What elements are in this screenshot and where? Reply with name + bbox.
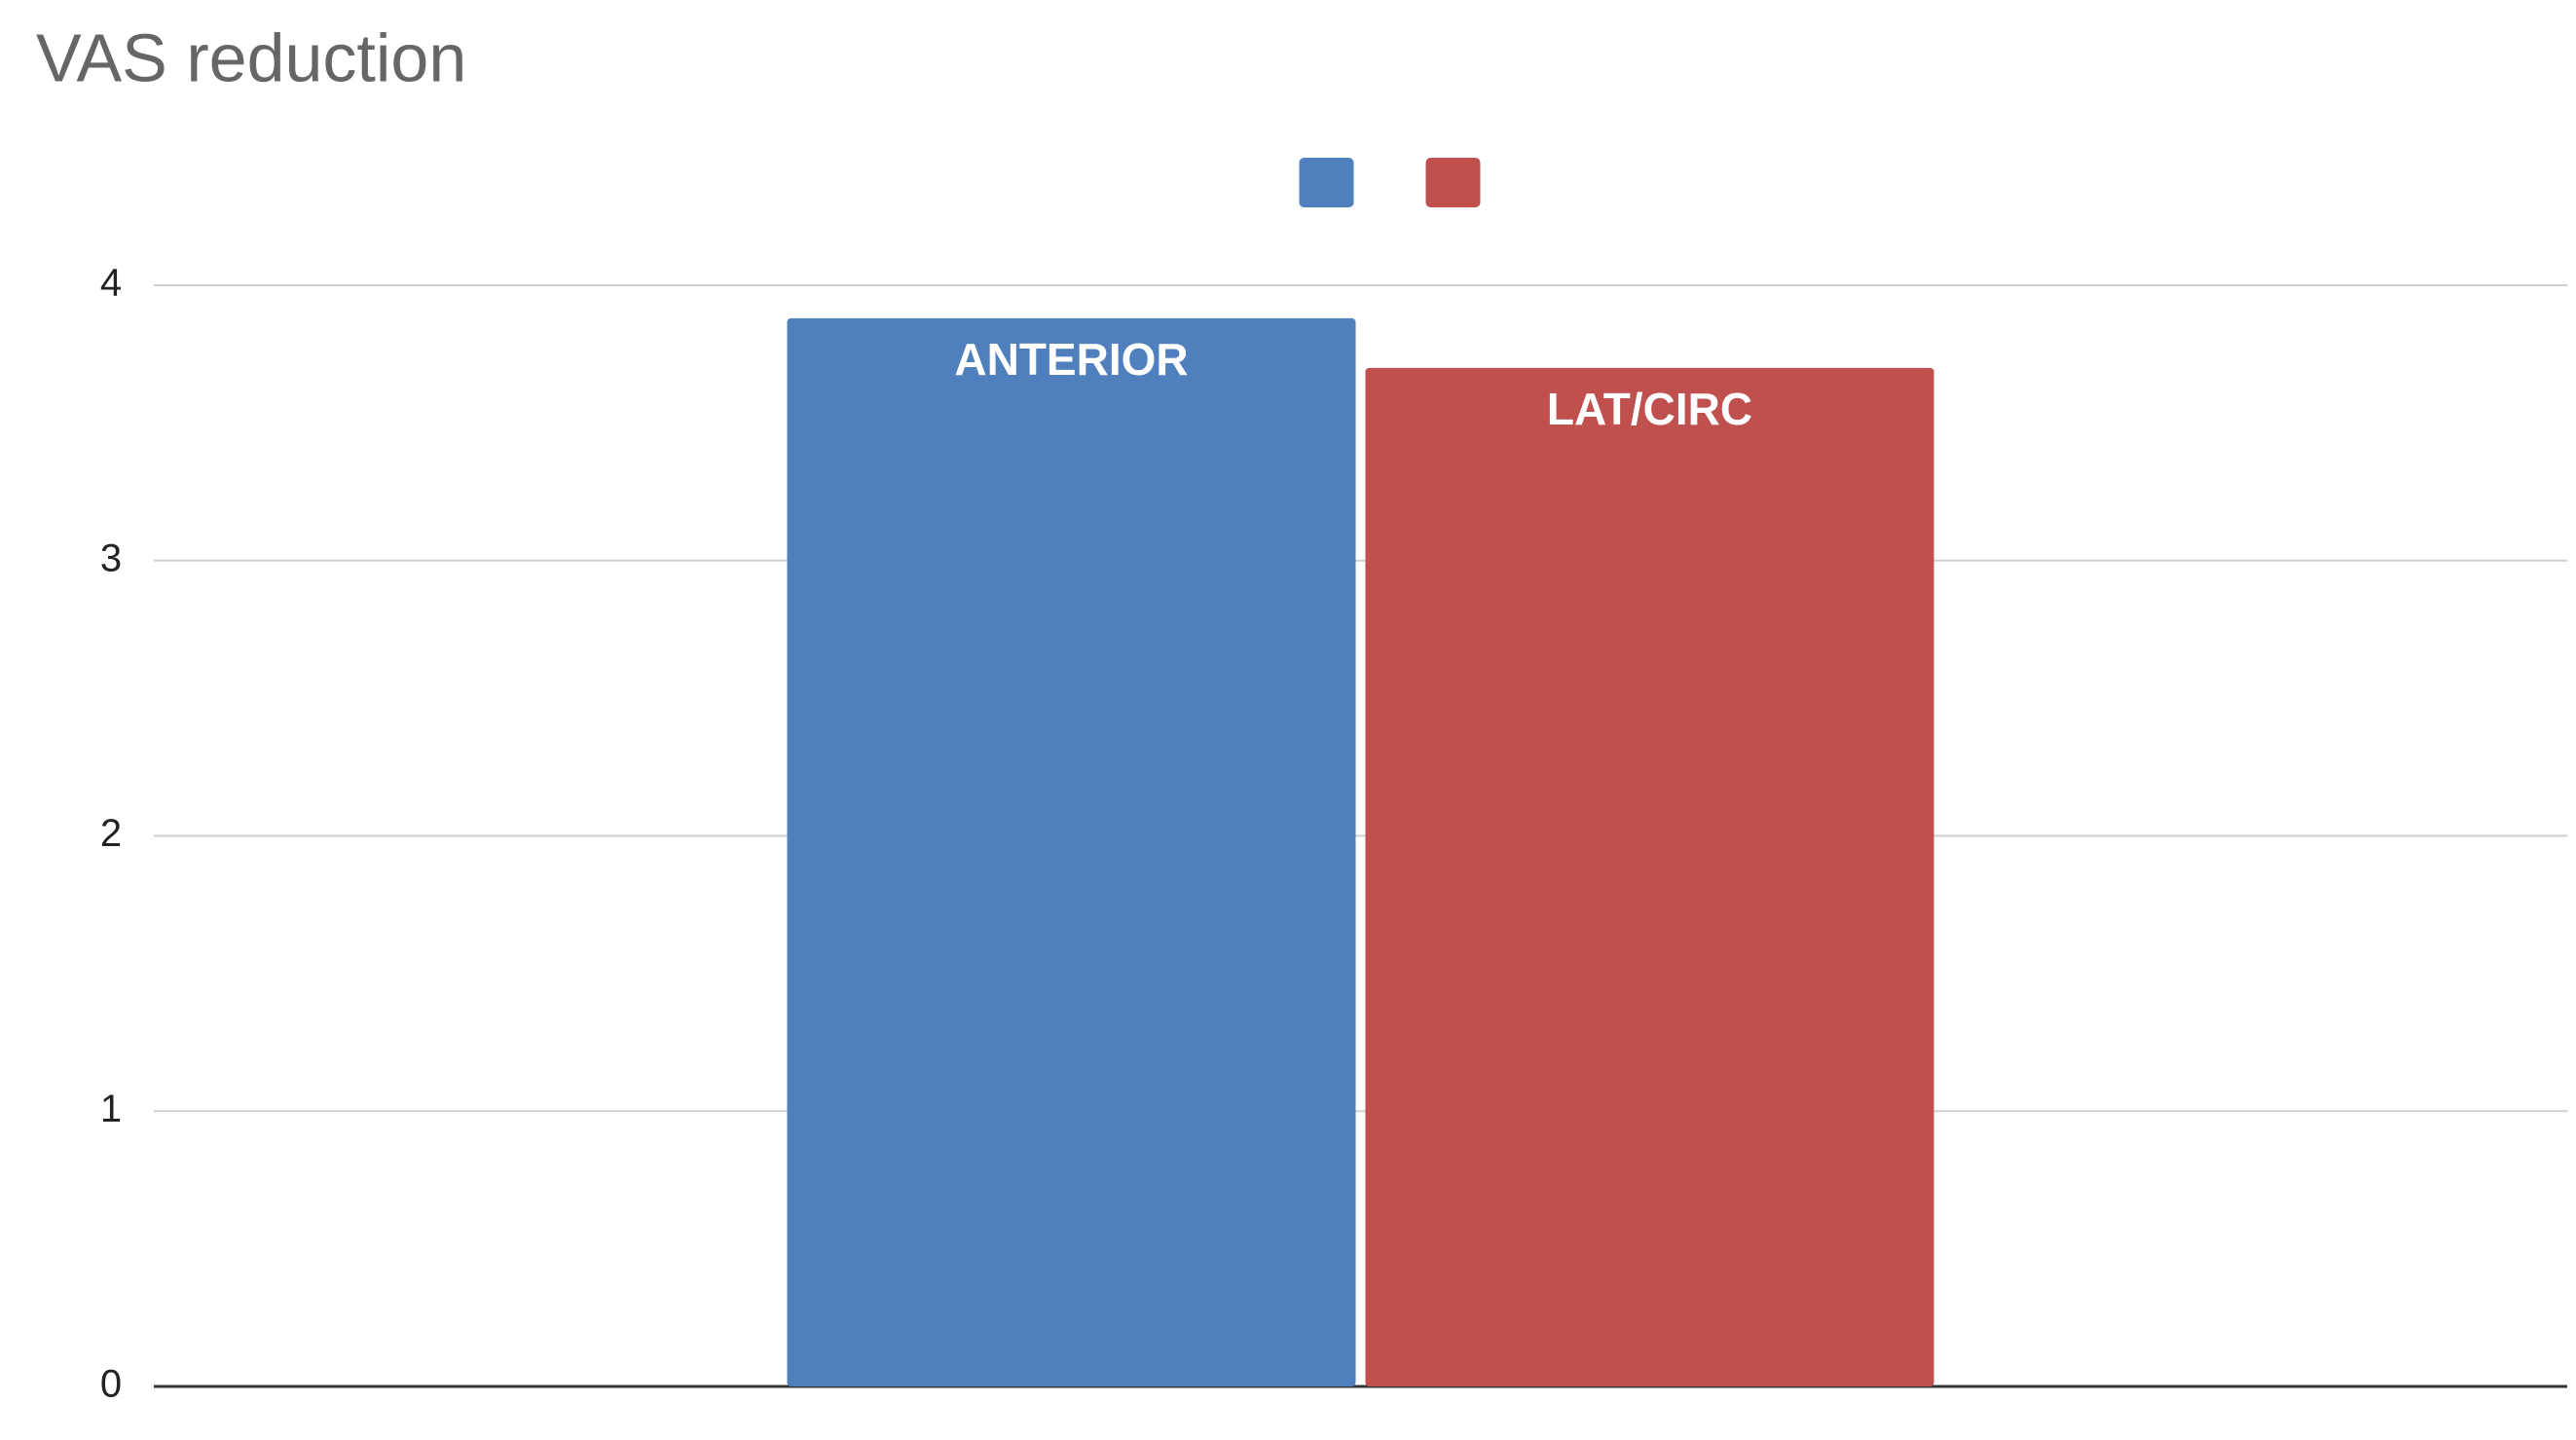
bar-label: LAT/CIRC (1547, 384, 1752, 434)
bar (787, 317, 1356, 1387)
legend-swatch (1425, 158, 1481, 207)
y-tick-label: 3 (100, 536, 122, 579)
chart-title: VAS reduction (36, 19, 466, 95)
y-tick-label: 4 (100, 262, 122, 305)
bar (1365, 367, 1934, 1387)
bar-label: ANTERIOR (954, 334, 1188, 385)
y-tick-label: 1 (100, 1088, 122, 1130)
y-tick-label: 0 (100, 1363, 122, 1406)
legend-swatch (1299, 158, 1354, 207)
y-tick-label: 2 (100, 812, 122, 855)
